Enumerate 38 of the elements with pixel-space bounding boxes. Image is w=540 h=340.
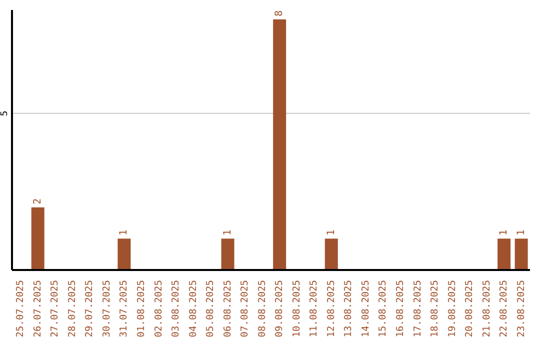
data-label: 1 xyxy=(516,230,527,236)
x-tick-label: 06.08.2025 xyxy=(222,280,234,338)
x-tick-label: 14.08.2025 xyxy=(360,280,372,338)
data-label: 2 xyxy=(32,198,44,204)
x-tick-label: 01.08.2025 xyxy=(136,280,147,338)
x-tick-label: 08.08.2025 xyxy=(256,280,268,338)
data-label: 1 xyxy=(222,230,234,236)
data-label: 1 xyxy=(498,230,510,236)
x-tick-label: 27.07.2025 xyxy=(50,280,61,338)
x-tick-label: 29.07.2025 xyxy=(84,280,96,338)
x-tick-label: 02.08.2025 xyxy=(153,280,164,338)
x-tick-label: 17.08.2025 xyxy=(412,280,424,338)
x-tick-label: 18.08.2025 xyxy=(430,280,441,338)
x-tick-label: 13.08.2025 xyxy=(343,280,354,338)
x-tick-label: 28.07.2025 xyxy=(66,280,78,338)
x-tick-label: 31.07.2025 xyxy=(118,280,130,338)
x-tick-label: 10.08.2025 xyxy=(291,280,302,338)
x-tick-label: 22.08.2025 xyxy=(498,280,510,338)
x-tick-label: 16.08.2025 xyxy=(395,280,406,338)
x-tick-label: 09.08.2025 xyxy=(274,280,286,338)
x-tick-label: 21.08.2025 xyxy=(481,280,492,338)
x-tick-label: 04.08.2025 xyxy=(188,280,199,338)
x-tick-label: 11.08.2025 xyxy=(308,280,320,338)
x-tick-label: 30.07.2025 xyxy=(101,280,112,338)
x-tick-label: 23.08.2025 xyxy=(516,280,527,338)
y-tick-label: 5 xyxy=(0,110,10,116)
x-tick-label: 25.07.2025 xyxy=(15,280,26,338)
x-tick-label: 19.08.2025 xyxy=(446,280,458,338)
data-label: 8 xyxy=(274,10,286,16)
data-label: 1 xyxy=(118,230,130,236)
x-tick-label: 05.08.2025 xyxy=(205,280,216,338)
x-tick-label: 26.07.2025 xyxy=(32,280,44,338)
x-tick-label: 15.08.2025 xyxy=(378,280,389,338)
data-label: 1 xyxy=(326,230,337,236)
x-tick-label: 20.08.2025 xyxy=(464,280,476,338)
x-tick-label: 12.08.2025 xyxy=(326,280,337,338)
x-tick-label: 07.08.2025 xyxy=(240,280,251,338)
x-tick-label: 03.08.2025 xyxy=(170,280,182,338)
